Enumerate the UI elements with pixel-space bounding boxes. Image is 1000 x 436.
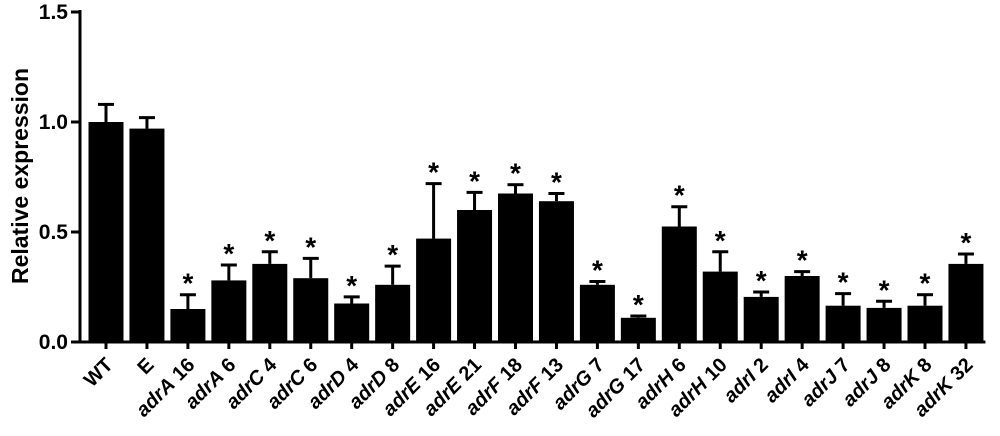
significance-marker-5: * (305, 231, 316, 262)
bar-9 (457, 210, 493, 342)
bar-2 (170, 309, 206, 342)
significance-marker-10: * (510, 158, 521, 189)
bar-6 (334, 303, 370, 342)
bar-17 (784, 276, 820, 342)
significance-marker-2: * (182, 268, 193, 299)
y-axis-label: Relative expression (7, 68, 33, 284)
bar-19 (866, 307, 902, 342)
significance-marker-9: * (469, 165, 480, 196)
bar-21 (948, 263, 984, 342)
significance-marker-14: * (674, 180, 685, 211)
significance-marker-6: * (346, 270, 357, 301)
bar-5 (293, 278, 329, 342)
bar-15 (702, 271, 738, 342)
x-tick-label-16: adrI 2 (719, 354, 772, 407)
significance-marker-13: * (633, 289, 644, 320)
significance-marker-12: * (592, 255, 603, 286)
bar-12 (579, 284, 615, 342)
plot-area: ** * **** * * ******** * **0.00.51.01.5WT EadrA … (39, 1, 986, 422)
bar-0 (88, 122, 124, 342)
bar-11 (538, 201, 574, 342)
significance-marker-21: * (960, 227, 971, 258)
significance-marker-17: * (797, 245, 808, 276)
bar-10 (498, 193, 533, 342)
bar-1 (129, 128, 165, 342)
bar-16 (743, 296, 779, 342)
bar-18 (825, 305, 861, 342)
significance-marker-18: * (838, 267, 849, 298)
significance-marker-4: * (264, 225, 275, 256)
bar-13 (620, 317, 656, 342)
x-tick-label-1: E (133, 354, 158, 379)
y-tick-label-1: 0.5 (39, 221, 69, 244)
significance-marker-11: * (551, 167, 562, 198)
bar-8 (416, 238, 452, 342)
x-tick-label-0: WT (80, 354, 118, 392)
significance-marker-8: * (428, 157, 439, 188)
bar-7 (375, 284, 411, 342)
x-tick-label-gene-0: WT (80, 354, 118, 392)
bar-14 (661, 226, 697, 342)
significance-marker-3: * (223, 238, 234, 269)
significance-marker-19: * (879, 274, 890, 305)
significance-marker-7: * (387, 239, 398, 270)
significance-marker-15: * (715, 225, 726, 256)
bar-20 (907, 305, 943, 342)
significance-marker-16: * (756, 265, 767, 296)
y-tick-label-0: 0.0 (39, 331, 68, 354)
bar-3 (211, 280, 247, 342)
y-tick-label-2: 1.0 (39, 111, 68, 134)
bar-4 (252, 263, 288, 342)
y-tick-label-3: 1.5 (39, 1, 69, 24)
x-tick-label-gene-1: E (133, 354, 158, 379)
significance-marker-20: * (920, 268, 931, 299)
